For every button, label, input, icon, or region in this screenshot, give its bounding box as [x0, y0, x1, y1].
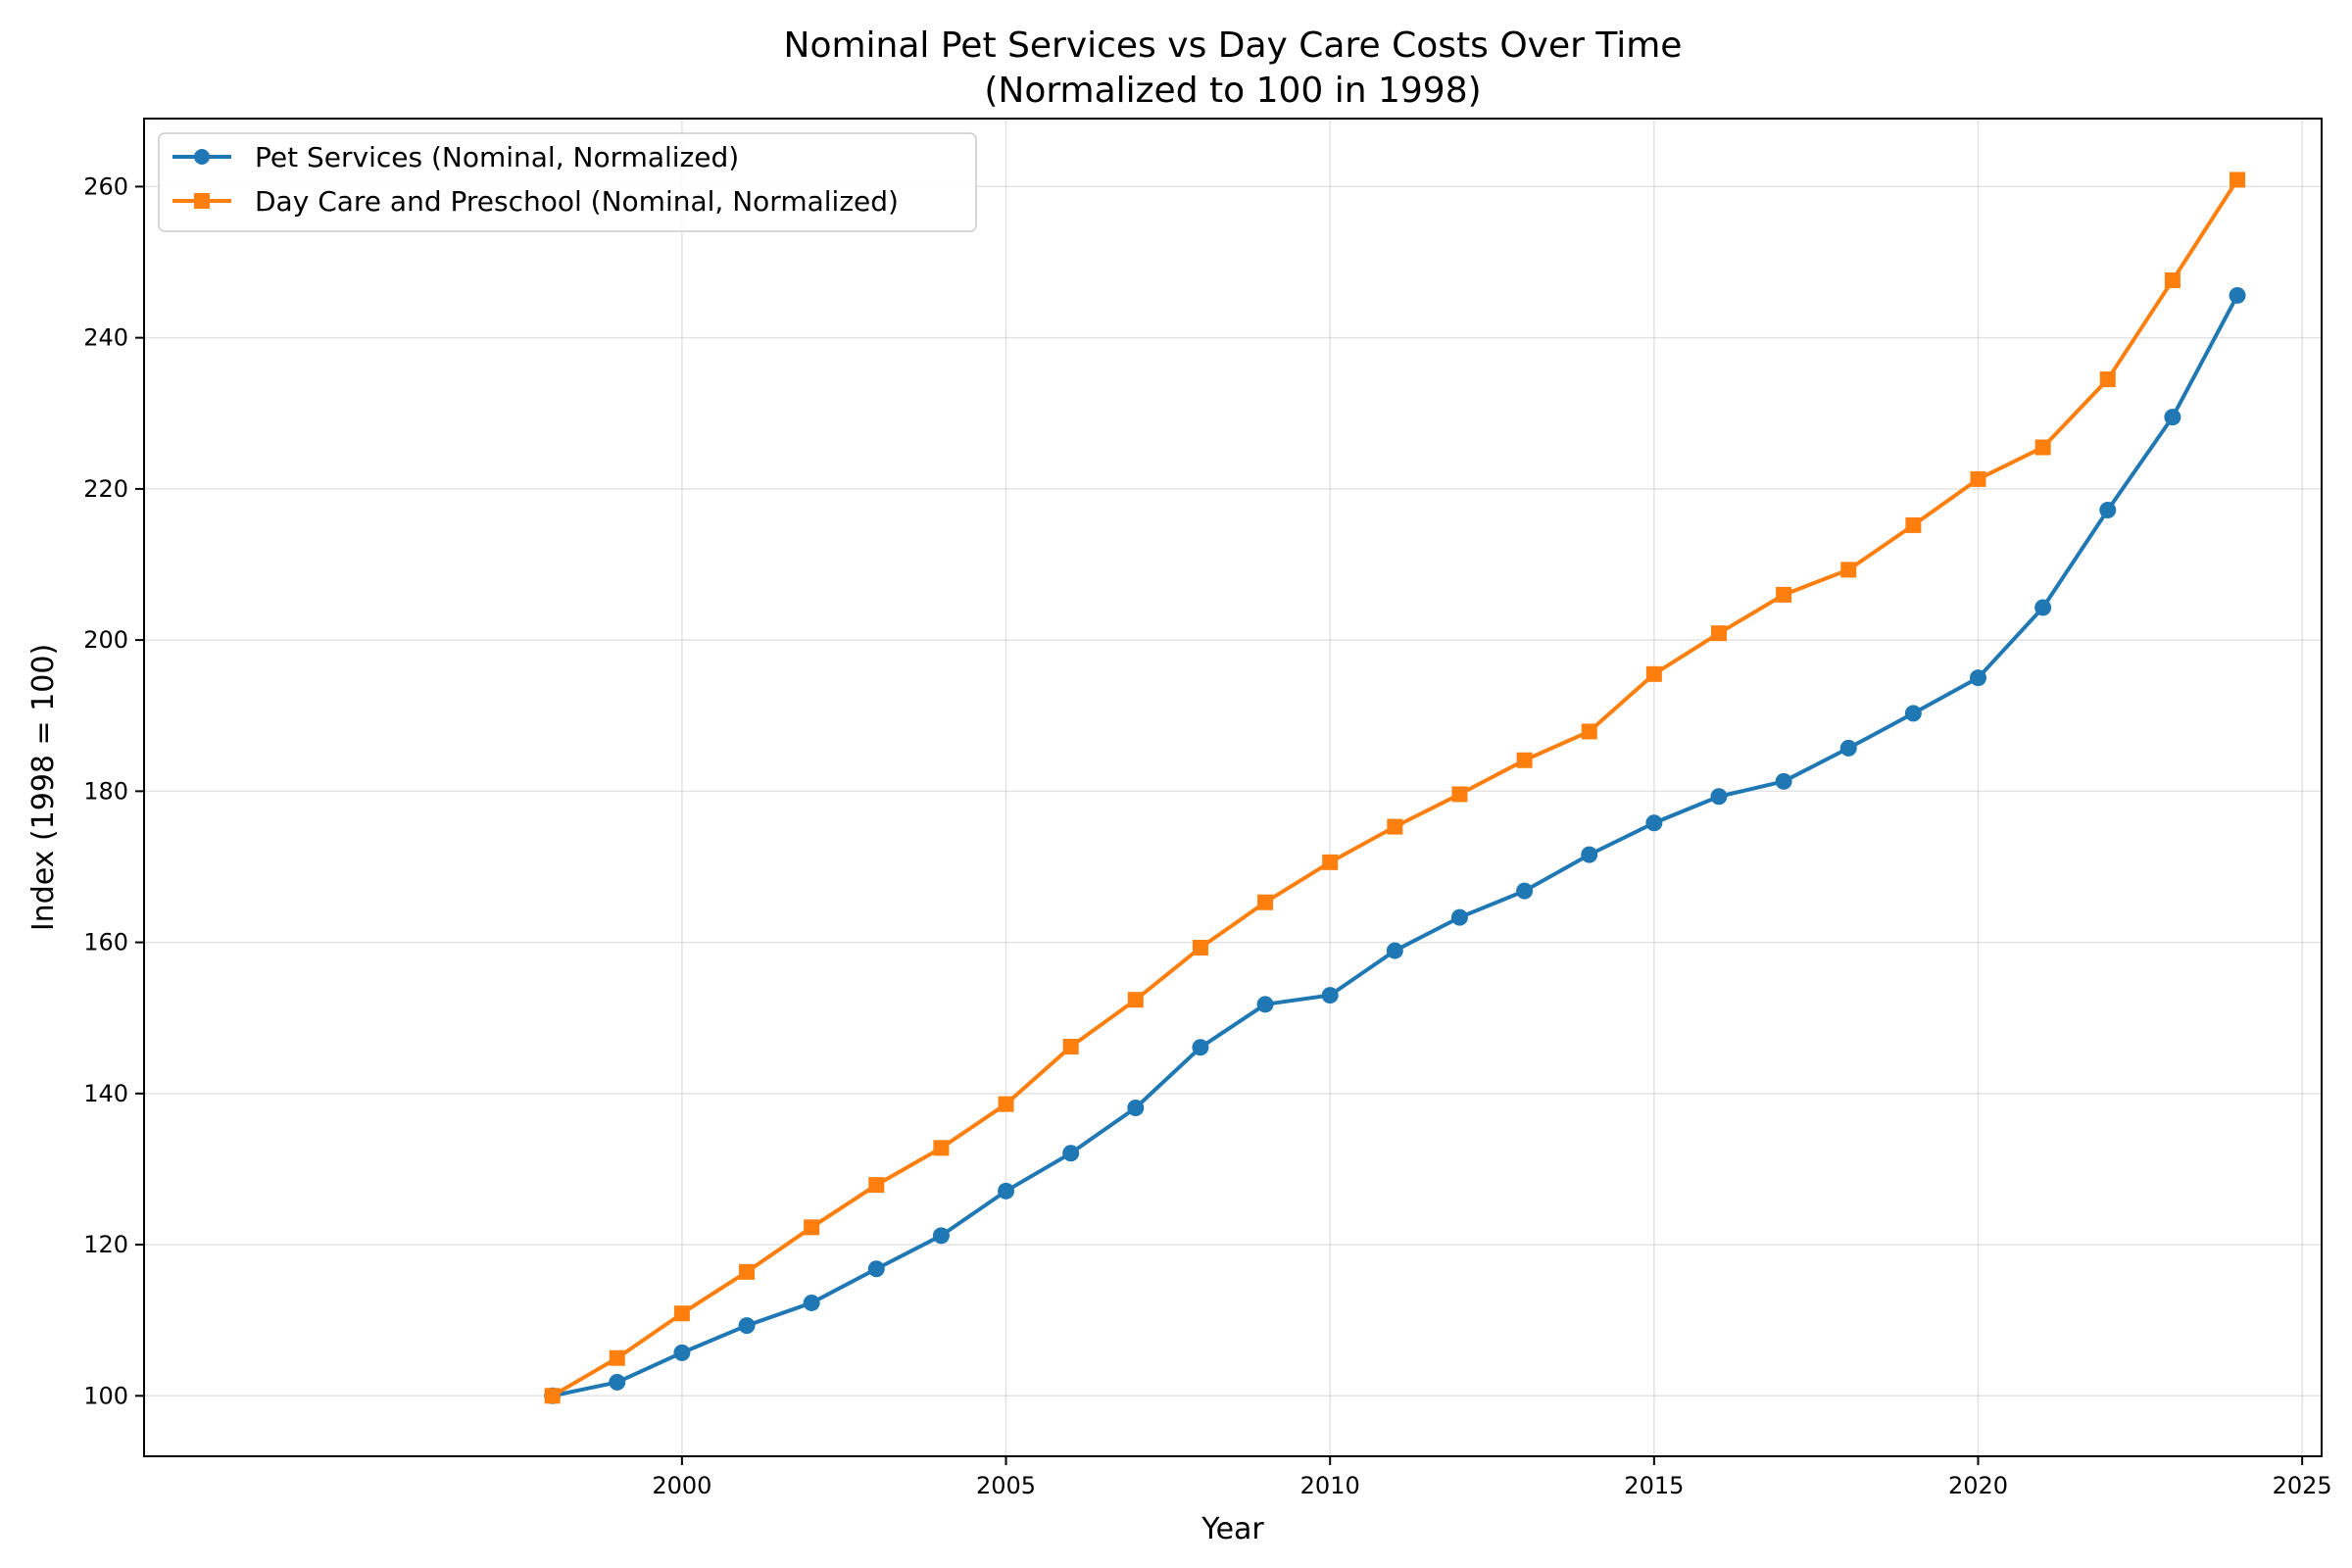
data-point [867, 1260, 885, 1278]
data-point [1257, 894, 1274, 910]
y-tick-label: 120 [83, 1231, 128, 1258]
series-pet-services [544, 286, 2246, 1404]
legend-label-pet-services: Pet Services (Nominal, Normalized) [255, 141, 739, 173]
data-point [2230, 172, 2246, 188]
x-tick-label: 2000 [652, 1472, 711, 1499]
data-point [998, 1182, 1015, 1200]
axis-ticks: 2000 2005 2010 2015 2020 2025 100 120 140 160 180 2… [83, 172, 2332, 1499]
data-point [1581, 846, 1598, 863]
y-tick-label: 220 [83, 475, 128, 503]
chart-title-line-1: Nominal Pet Services vs Day Care Costs O… [784, 25, 1683, 66]
data-point [1451, 786, 1468, 803]
data-point [1710, 625, 1727, 642]
legend-label-day-care: Day Care and Preschool (Nominal, Normali… [255, 185, 899, 218]
data-point [1970, 470, 1986, 487]
data-point [1062, 1145, 1080, 1162]
data-point [1905, 516, 1922, 533]
x-tick-label: 2010 [1300, 1472, 1360, 1499]
legend: Pet Services (Nominal, Normalized) Day C… [158, 132, 977, 232]
data-point [1516, 882, 1534, 900]
data-point [2164, 272, 2180, 289]
data-point [738, 1317, 756, 1335]
plot-frame [143, 118, 2323, 1457]
data-point [1192, 939, 1208, 956]
data-point [1127, 992, 1144, 1008]
data-point [1645, 665, 1662, 682]
data-point [1581, 723, 1597, 740]
data-point [1970, 669, 1987, 687]
data-point [932, 1227, 950, 1245]
data-point [998, 1096, 1014, 1112]
x-axis-label: Year [1200, 1512, 1264, 1546]
data-point [1062, 1039, 1079, 1055]
grid [144, 119, 2322, 1456]
data-point [1256, 996, 1274, 1013]
chart-title-line-2: (Normalized to 100 in 1998) [984, 71, 1481, 111]
data-point [673, 1305, 690, 1322]
y-tick-label: 200 [83, 626, 128, 654]
data-point [1516, 752, 1533, 768]
data-point [1387, 818, 1403, 835]
y-tick-label: 100 [83, 1382, 128, 1409]
data-point [868, 1177, 885, 1194]
data-point [1840, 562, 1857, 578]
data-point [1322, 854, 1339, 870]
x-tick-label: 2020 [1948, 1472, 2008, 1499]
data-point [1710, 788, 1728, 806]
y-axis-label: Index (1998 = 100) [26, 644, 61, 931]
data-point [1775, 772, 1792, 790]
series-day-care [544, 172, 2246, 1404]
data-point [803, 1294, 820, 1311]
x-tick-label: 2005 [976, 1472, 1036, 1499]
data-point [2229, 286, 2246, 304]
data-point [1386, 942, 1403, 959]
data-point [2164, 409, 2181, 426]
x-tick-label: 2025 [2273, 1472, 2332, 1499]
legend-marker-pet-services [194, 149, 210, 165]
legend-frame [158, 132, 977, 232]
legend-marker-day-care [194, 193, 210, 209]
data-point [739, 1263, 756, 1280]
data-point [1776, 586, 1792, 603]
data-point [1321, 987, 1339, 1004]
data-point [609, 1349, 625, 1366]
data-point [1904, 705, 1922, 722]
data-point [1839, 739, 1857, 757]
data-point [609, 1373, 626, 1391]
y-tick-label: 260 [83, 172, 128, 200]
y-tick-label: 140 [83, 1080, 128, 1107]
data-point [2099, 371, 2116, 388]
data-point [673, 1344, 691, 1361]
data-point [1192, 1039, 1209, 1056]
y-tick-label: 160 [83, 929, 128, 956]
data-point [544, 1388, 561, 1404]
y-tick-label: 180 [83, 777, 128, 805]
series-layer [544, 172, 2246, 1404]
data-point [2034, 599, 2052, 616]
y-tick-label: 240 [83, 324, 128, 352]
data-point [1645, 814, 1663, 832]
data-point [933, 1140, 950, 1156]
data-point [2099, 501, 2117, 518]
x-tick-label: 2015 [1624, 1472, 1684, 1499]
data-point [1127, 1099, 1145, 1116]
data-point [804, 1219, 820, 1236]
data-point [1450, 908, 1468, 926]
data-point [2034, 439, 2051, 456]
